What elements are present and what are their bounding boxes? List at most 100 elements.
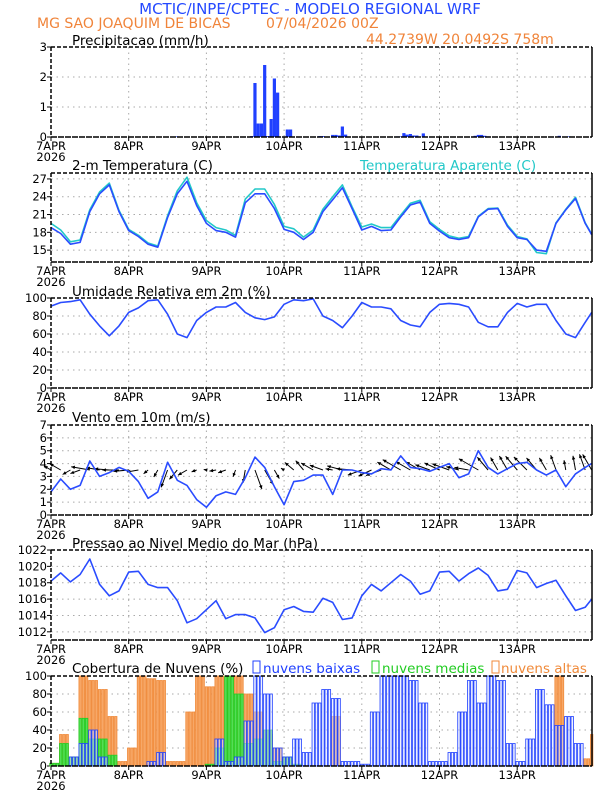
y-tick-label: 20 xyxy=(32,363,47,377)
low-cloud-bar xyxy=(279,747,283,767)
low-cloud-bar xyxy=(240,756,244,767)
high-cloud-bar xyxy=(586,758,591,767)
station-location: 44.2739W 20.0492S 758m xyxy=(366,32,554,48)
low-cloud-bar xyxy=(392,675,396,767)
mid-cloud-bar xyxy=(240,693,244,767)
y-tick-label: 7 xyxy=(40,418,47,432)
low-cloud-bar xyxy=(224,761,228,767)
low-cloud-bar xyxy=(528,738,532,767)
mid-cloud-bar xyxy=(62,743,66,767)
low-cloud-bar xyxy=(512,743,516,767)
year-label: 2026 xyxy=(36,528,65,542)
y-tick-label: 100 xyxy=(25,291,47,305)
x-tick-label: 7APR xyxy=(36,517,66,531)
low-cloud-bar xyxy=(399,675,403,767)
low-cloud-bar xyxy=(418,702,422,767)
high-cloud-bar xyxy=(146,678,150,767)
legend-low-clouds: nuvens baixas xyxy=(263,661,360,677)
high-cloud-bar xyxy=(127,747,131,767)
low-cloud-bar xyxy=(104,756,108,767)
wind-arrowhead xyxy=(505,456,510,461)
mid-cloud-bar xyxy=(114,754,118,767)
x-tick-label: 13APR xyxy=(498,768,535,782)
y-tick-label: 1022 xyxy=(18,543,47,557)
low-cloud-bar xyxy=(489,675,493,767)
x-tick-label: 7APR xyxy=(36,139,66,153)
low-cloud-bar xyxy=(311,702,315,767)
x-tick-label: 13APR xyxy=(498,517,535,531)
x-tick-label: 9APR xyxy=(191,139,221,153)
wind-arrowhead xyxy=(458,458,463,463)
low-cloud-bar xyxy=(298,738,302,767)
x-tick-label: 7APR xyxy=(36,768,66,782)
x-tick-label: 9APR xyxy=(191,264,221,278)
low-cloud-bar xyxy=(318,702,322,767)
x-tick-label: 8APR xyxy=(114,517,144,531)
high-cloud-bar xyxy=(136,675,141,767)
x-tick-label: 12APR xyxy=(421,517,458,531)
y-tick-label: 1012 xyxy=(18,625,47,639)
high-cloud-bar xyxy=(140,675,144,767)
low-cloud-bar xyxy=(560,725,565,767)
low-cloud-bar xyxy=(220,738,225,767)
low-cloud-bar xyxy=(531,738,535,767)
year-label: 2026 xyxy=(36,779,65,792)
low-cloud-bar xyxy=(81,743,85,767)
x-tick-label: 8APR xyxy=(114,642,144,656)
year-label: 2026 xyxy=(36,275,65,289)
low-cloud-bar xyxy=(256,675,260,767)
mid-cloud-bar xyxy=(55,762,60,767)
low-cloud-bar xyxy=(535,689,539,767)
y-tick-label: 40 xyxy=(32,723,47,737)
low-cloud-bar xyxy=(496,680,500,767)
y-tick-label: 80 xyxy=(32,309,47,323)
wind-arrowhead xyxy=(325,467,330,472)
mid-cloud-bar xyxy=(65,743,69,767)
precip-bar xyxy=(256,123,260,137)
legend-high-clouds-swatch xyxy=(491,660,500,674)
precip-bar xyxy=(263,65,267,137)
low-cloud-bar xyxy=(405,675,409,767)
low-cloud-bar xyxy=(463,711,468,767)
wind-arrowhead xyxy=(259,485,263,489)
temperature-line xyxy=(50,180,593,253)
wind-arrowhead xyxy=(160,483,165,488)
wind-arrowhead xyxy=(301,463,306,467)
low-cloud-bar xyxy=(285,756,289,767)
y-tick-label: 21 xyxy=(32,208,47,222)
low-cloud-bar xyxy=(331,698,335,767)
low-cloud-bar xyxy=(483,702,487,767)
y-tick-label: 3 xyxy=(40,469,47,483)
wind-arrowhead xyxy=(178,471,182,476)
mid-cloud-bar xyxy=(237,693,241,767)
low-cloud-bar xyxy=(505,743,510,767)
x-tick-label: 8APR xyxy=(114,390,144,404)
main-title: MCTIC/INPE/CPTEC - MODELO REGIONAL WRF xyxy=(139,0,481,18)
low-cloud-bar xyxy=(162,752,166,767)
precip-bar xyxy=(266,136,270,137)
wind-arrowhead xyxy=(295,460,300,465)
wind-arrowhead xyxy=(499,456,503,460)
humidity-line xyxy=(50,298,593,339)
low-cloud-bar xyxy=(75,756,79,767)
year-label: 2026 xyxy=(36,150,65,164)
wind-arrowhead xyxy=(579,454,583,459)
wind-arrowhead xyxy=(358,473,363,477)
low-cloud-bar xyxy=(447,752,451,767)
mid-cloud-bar xyxy=(230,675,234,767)
low-cloud-bar xyxy=(101,756,105,767)
x-tick-label: 9APR xyxy=(191,768,221,782)
precip-bar xyxy=(285,129,289,137)
wind-arrowhead xyxy=(377,462,382,466)
y-tick-label: 0 xyxy=(40,381,47,395)
precip-bar xyxy=(402,133,406,137)
low-cloud-bar xyxy=(577,743,581,767)
wind-arrowhead xyxy=(232,472,236,477)
precip-bar xyxy=(253,83,257,137)
wind-arrowhead xyxy=(454,466,459,470)
wind-arrowhead xyxy=(218,469,223,474)
x-tick-label: 8APR xyxy=(114,768,144,782)
x-tick-label: 12APR xyxy=(421,139,458,153)
low-cloud-bar xyxy=(356,761,361,767)
mid-cloud-bar xyxy=(227,675,231,767)
